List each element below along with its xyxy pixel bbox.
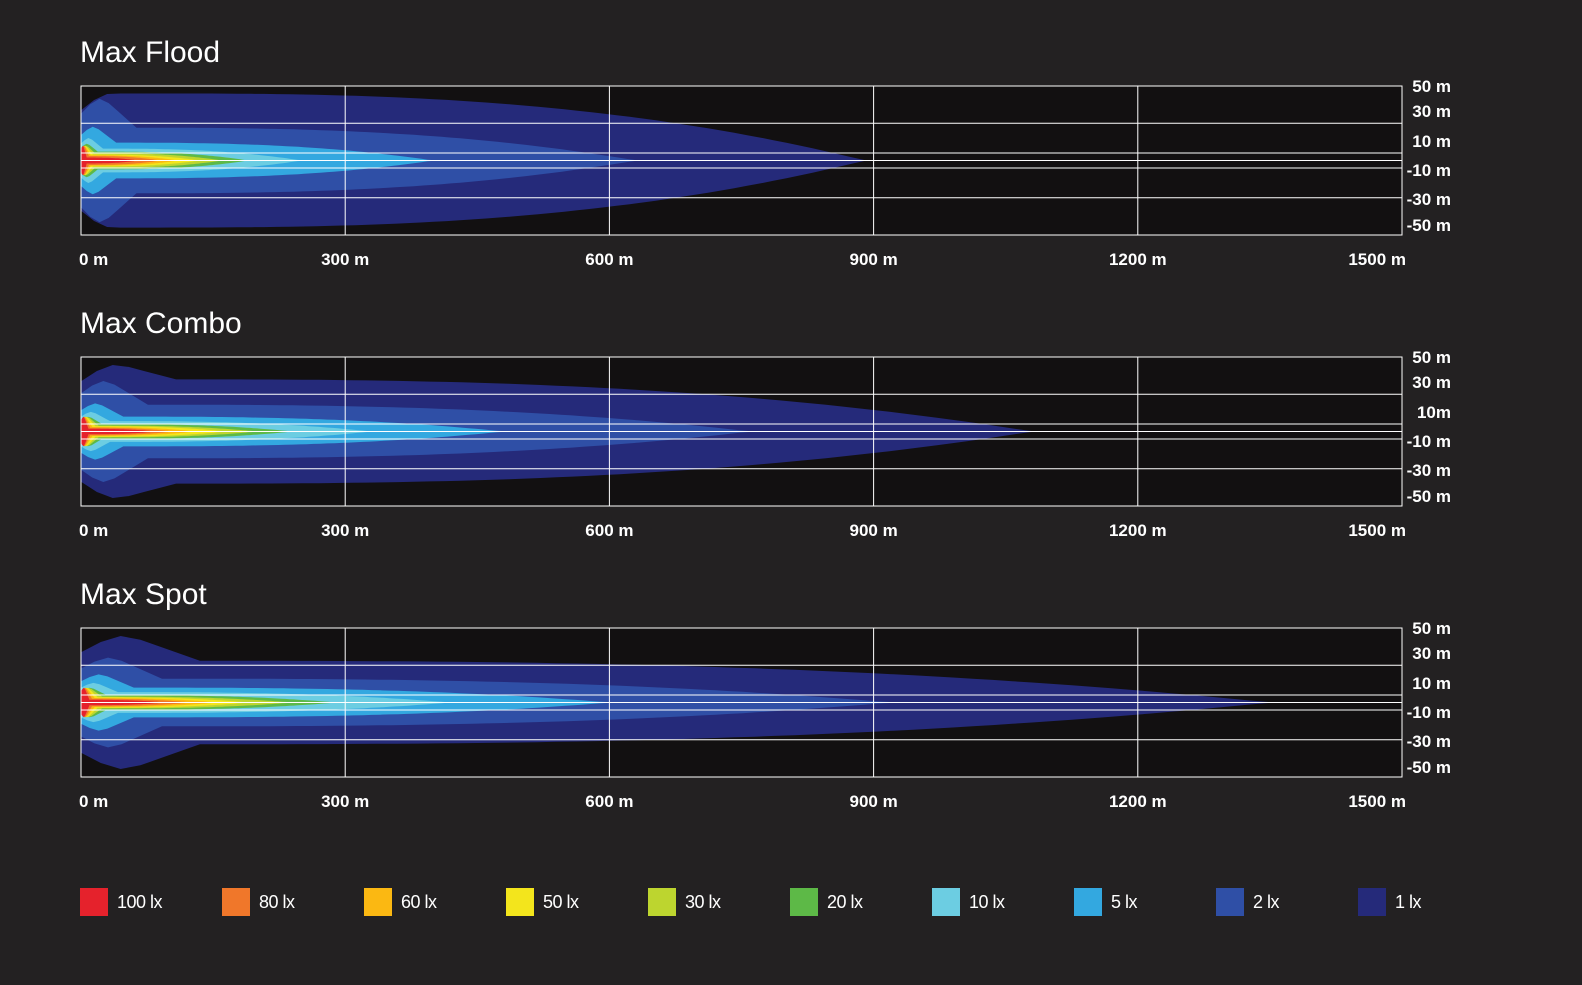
chart-title: Max Flood [80, 36, 220, 69]
x-tick-label: 0 m [79, 250, 108, 269]
x-tick-label: 0 m [79, 792, 108, 811]
x-tick-label: 1200 m [1109, 792, 1167, 811]
legend-label: 2 lx [1253, 891, 1280, 912]
beam-chart-0: Max Flood 0 m 300 m 600 m 900 m 1200 m 1500 m 5… [79, 36, 1451, 269]
legend-label: 5 lx [1111, 891, 1138, 912]
y-tick-label: 10 m [1412, 674, 1451, 693]
y-tick-label: 50 m [1412, 619, 1451, 638]
y-tick-label: 50 m [1412, 77, 1451, 96]
legend-swatch [1216, 888, 1244, 916]
legend-label: 100 lx [117, 891, 163, 912]
legend-label: 80 lx [259, 891, 295, 912]
y-tick-label: -10 m [1407, 432, 1451, 451]
legend-swatch [364, 888, 392, 916]
x-tick-label: 0 m [79, 521, 108, 540]
x-tick-label: 600 m [585, 792, 633, 811]
x-tick-label: 1500 m [1348, 792, 1406, 811]
x-tick-label: 600 m [585, 521, 633, 540]
x-tick-label: 1500 m [1348, 521, 1406, 540]
y-tick-label: -30 m [1407, 190, 1451, 209]
legend-item-100-lx: 100 lx [80, 888, 163, 916]
legend-item-1-lx: 1 lx [1358, 888, 1422, 916]
x-tick-label: 900 m [849, 250, 897, 269]
legend-label: 50 lx [543, 891, 579, 912]
legend-item-2-lx: 2 lx [1216, 888, 1280, 916]
legend-label: 60 lx [401, 891, 437, 912]
y-tick-label: 50 m [1412, 348, 1451, 367]
y-tick-label: -50 m [1407, 216, 1451, 235]
legend-item-80-lx: 80 lx [222, 888, 295, 916]
legend-item-50-lx: 50 lx [506, 888, 579, 916]
legend-label: 30 lx [685, 891, 721, 912]
x-tick-label: 300 m [321, 250, 369, 269]
legend-swatch [80, 888, 108, 916]
plot-frame [80, 85, 1403, 236]
legend-item-30-lx: 30 lx [648, 888, 721, 916]
legend-label: 20 lx [827, 891, 863, 912]
legend-item-5-lx: 5 lx [1074, 888, 1138, 916]
y-tick-label: 10m [1417, 403, 1451, 422]
legend-label: 1 lx [1395, 891, 1422, 912]
x-tick-label: 1200 m [1109, 250, 1167, 269]
legend-swatch [790, 888, 818, 916]
y-tick-label: -50 m [1407, 758, 1451, 777]
plot-frame [80, 627, 1403, 778]
y-tick-label: -10 m [1407, 161, 1451, 180]
x-tick-label: 600 m [585, 250, 633, 269]
legend-swatch [222, 888, 250, 916]
legend-swatch [648, 888, 676, 916]
legend-item-60-lx: 60 lx [364, 888, 437, 916]
y-tick-label: 10 m [1412, 132, 1451, 151]
y-tick-label: 30 m [1412, 373, 1451, 392]
lux-legend: 100 lx 80 lx 60 lx 50 lx 30 lx 20 lx 10 … [80, 888, 1500, 918]
legend-swatch [1358, 888, 1386, 916]
y-tick-label: -30 m [1407, 732, 1451, 751]
x-tick-label: 1500 m [1348, 250, 1406, 269]
beam-chart-2: Max Spot 0 m 300 m 600 m 900 m 1200 m 1500 m 50… [79, 578, 1451, 811]
chart-title: Max Spot [80, 578, 207, 611]
y-tick-label: -10 m [1407, 703, 1451, 722]
y-tick-label: -30 m [1407, 461, 1451, 480]
chart-title: Max Combo [80, 307, 242, 340]
legend-swatch [932, 888, 960, 916]
y-tick-label: -50 m [1407, 487, 1451, 506]
x-tick-label: 900 m [849, 521, 897, 540]
legend-item-10-lx: 10 lx [932, 888, 1005, 916]
x-tick-label: 300 m [321, 521, 369, 540]
legend-label: 10 lx [969, 891, 1005, 912]
x-tick-label: 1200 m [1109, 521, 1167, 540]
legend-item-20-lx: 20 lx [790, 888, 863, 916]
plot-frame [80, 356, 1403, 507]
beam-chart-1: Max Combo 0 m 300 m 600 m 900 m 1200 m 1500 m 5… [79, 307, 1451, 540]
x-tick-label: 300 m [321, 792, 369, 811]
legend-swatch [1074, 888, 1102, 916]
y-tick-label: 30 m [1412, 102, 1451, 121]
legend-swatch [506, 888, 534, 916]
x-tick-label: 900 m [849, 792, 897, 811]
y-tick-label: 30 m [1412, 644, 1451, 663]
